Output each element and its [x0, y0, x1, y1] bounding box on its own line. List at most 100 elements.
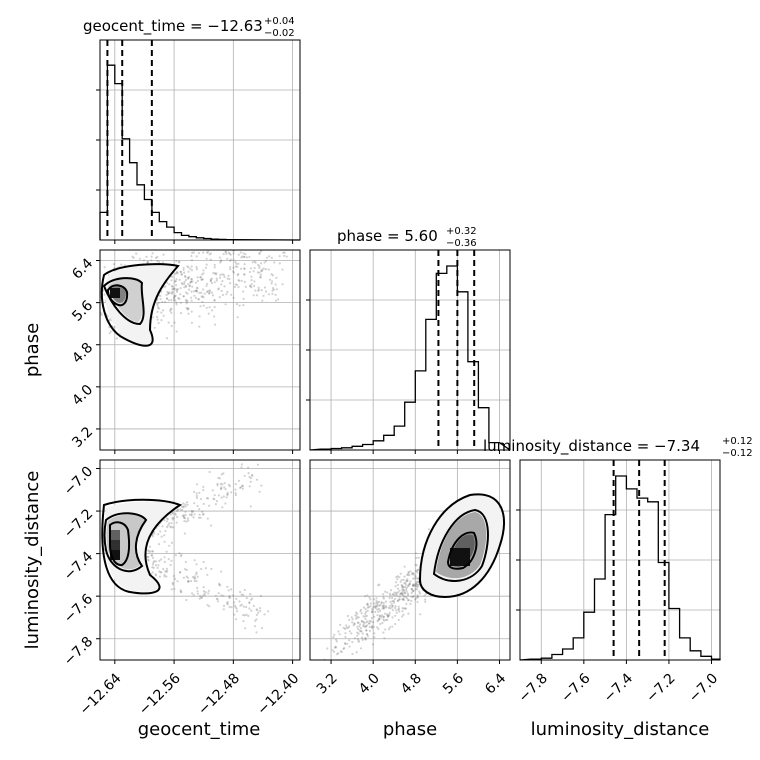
sample-point: [205, 226, 207, 228]
sample-point: [199, 497, 203, 501]
contour-mid: [102, 277, 145, 326]
sample-point: [175, 301, 178, 304]
sample-point: [178, 278, 181, 281]
sample-point: [220, 283, 223, 286]
sample-point: [192, 593, 195, 597]
sample-point: [361, 632, 364, 635]
sample-point: [354, 617, 357, 620]
y-tick-label: −7.8: [61, 634, 96, 669]
sample-point: [368, 622, 371, 625]
sample-point: [187, 277, 190, 280]
sample-point: [362, 615, 365, 618]
sample-point: [373, 615, 376, 618]
title-luminosity-distance-upper: +0.12: [722, 436, 753, 447]
sample-point: [253, 217, 255, 219]
sample-point: [377, 584, 380, 587]
sample-point: [163, 556, 166, 559]
sample-point: [278, 221, 280, 223]
sample-point: [269, 241, 271, 243]
sample-point: [415, 583, 418, 587]
sample-point: [368, 619, 371, 623]
sample-point: [271, 289, 274, 292]
sample-point: [256, 463, 259, 466]
sample-point: [200, 291, 203, 294]
sample-point: [404, 607, 407, 610]
sample-point: [207, 592, 210, 595]
sample-point: [377, 607, 380, 611]
sample-point: [258, 457, 260, 459]
sample-point: [364, 636, 367, 640]
sample-point: [415, 582, 418, 585]
sample-point: [167, 292, 170, 295]
sample-point: [160, 571, 163, 574]
sample-point: [380, 602, 383, 605]
sample-point: [171, 275, 174, 278]
sample-point: [185, 291, 188, 294]
sample-point: [179, 287, 182, 290]
sample-point: [159, 298, 162, 301]
sample-point: [235, 303, 239, 306]
sample-point: [183, 271, 186, 274]
sample-point: [405, 586, 408, 589]
sample-point: [170, 559, 173, 563]
sample-point: [271, 274, 274, 277]
xlabel-geocent-time: geocent_time: [138, 719, 261, 740]
sample-point: [359, 623, 362, 626]
sample-point: [222, 253, 225, 256]
sample-point: [179, 571, 182, 574]
sample-point: [220, 259, 223, 262]
sample-point: [195, 571, 198, 574]
contour-inner: [109, 521, 131, 567]
sample-point: [407, 571, 410, 574]
sample-point: [408, 583, 411, 586]
sample-point: [335, 640, 338, 643]
sample-point: [191, 592, 194, 595]
sample-point: [394, 622, 397, 626]
sample-point: [100, 313, 103, 316]
sample-point: [268, 278, 272, 281]
sample-point: [203, 594, 206, 597]
sample-point: [170, 279, 173, 282]
sample-point: [376, 601, 379, 604]
sample-point: [210, 567, 213, 571]
sample-point: [190, 321, 193, 324]
sample-point: [258, 251, 261, 254]
sample-point: [373, 632, 376, 635]
sample-point: [405, 590, 408, 593]
sample-point: [180, 553, 183, 557]
sample-point: [195, 268, 198, 271]
sample-point: [238, 304, 241, 307]
sample-point: [219, 584, 222, 587]
sample-point: [407, 612, 410, 615]
x-tick-label: 4.0: [356, 670, 383, 697]
sample-point: [239, 604, 242, 607]
sample-point: [185, 598, 188, 602]
sample-point: [408, 574, 411, 577]
y-tick-label: 5.6: [69, 298, 96, 325]
sample-point: [382, 602, 385, 605]
sample-point: [192, 251, 195, 254]
sample-point: [226, 257, 229, 260]
sample-point: [227, 234, 229, 236]
sample-point: [396, 594, 399, 597]
sample-point: [257, 611, 260, 614]
sample-point: [365, 621, 368, 624]
sample-point: [366, 603, 369, 606]
sample-point: [258, 607, 262, 610]
sample-point: [249, 598, 252, 601]
sample-point: [228, 594, 231, 598]
sample-point: [168, 291, 171, 294]
sample-point: [360, 619, 363, 623]
sample-point: [189, 267, 192, 270]
sample-point: [230, 237, 232, 239]
sample-point: [413, 584, 416, 587]
sample-point: [389, 600, 392, 604]
sample-point: [335, 646, 338, 649]
sample-point: [394, 585, 397, 588]
sample-point: [356, 621, 359, 624]
sample-point: [384, 618, 387, 622]
sample-point: [169, 513, 172, 516]
sample-point: [187, 312, 190, 315]
sample-point: [208, 605, 211, 608]
sample-point: [157, 543, 161, 546]
